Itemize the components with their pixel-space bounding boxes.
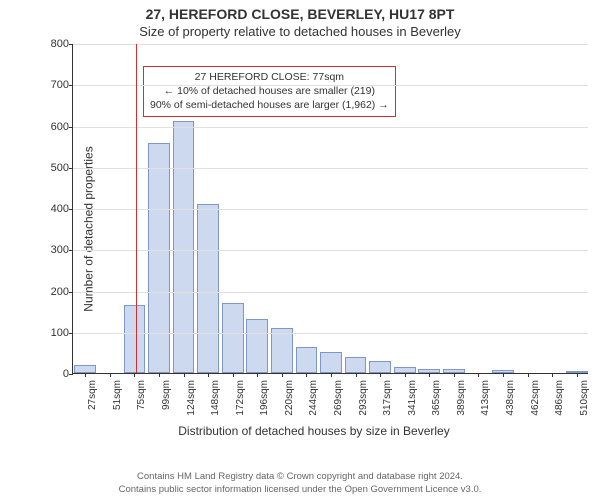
page-subtitle: Size of property relative to detached ho… — [0, 22, 600, 39]
y-tick-label: 700 — [43, 79, 69, 91]
x-tick-mark — [405, 373, 406, 377]
y-tick-label: 300 — [43, 244, 69, 256]
x-tick-mark — [577, 373, 578, 377]
x-tick-mark — [454, 373, 455, 377]
x-tick-label: 51sqm — [112, 380, 123, 424]
y-tick-mark — [69, 292, 73, 293]
x-tick-label: 341sqm — [407, 380, 418, 424]
histogram-bar — [173, 121, 195, 373]
x-tick-label: 413sqm — [480, 380, 491, 424]
x-tick-label: 148sqm — [210, 380, 221, 424]
histogram-bar — [74, 365, 96, 373]
y-tick-mark — [69, 209, 73, 210]
histogram-bar — [369, 361, 391, 373]
y-tick-label: 600 — [43, 121, 69, 133]
x-tick-mark — [110, 373, 111, 377]
x-tick-mark — [331, 373, 332, 377]
footer-line-1: Contains HM Land Registry data © Crown c… — [0, 471, 600, 483]
x-tick-label: 365sqm — [431, 380, 442, 424]
histogram-bar — [222, 303, 244, 373]
info-box: 27 HEREFORD CLOSE: 77sqm ← 10% of detach… — [143, 66, 396, 117]
y-tick-label: 400 — [43, 203, 69, 215]
plot-area: 27 HEREFORD CLOSE: 77sqm ← 10% of detach… — [72, 44, 588, 374]
x-tick-label: 124sqm — [186, 380, 197, 424]
histogram-bar — [197, 204, 219, 373]
histogram-bar — [148, 143, 170, 373]
y-tick-label: 800 — [43, 38, 69, 50]
x-tick-label: 99sqm — [161, 380, 172, 424]
y-tick-mark — [69, 250, 73, 251]
y-tick-mark — [69, 85, 73, 86]
x-tick-mark — [233, 373, 234, 377]
x-tick-label: 220sqm — [284, 380, 295, 424]
y-tick-label: 200 — [43, 286, 69, 298]
x-tick-label: 293sqm — [358, 380, 369, 424]
x-tick-label: 196sqm — [259, 380, 270, 424]
info-line-1: 27 HEREFORD CLOSE: 77sqm — [150, 70, 389, 84]
x-tick-label: 27sqm — [87, 380, 98, 424]
x-tick-mark — [257, 373, 258, 377]
x-tick-label: 75sqm — [136, 380, 147, 424]
x-tick-label: 172sqm — [235, 380, 246, 424]
y-tick-mark — [69, 127, 73, 128]
histogram-chart: Number of detached properties 27 HEREFOR… — [40, 44, 588, 414]
gridline — [73, 127, 588, 128]
gridline — [73, 168, 588, 169]
histogram-bar — [271, 328, 293, 373]
x-tick-mark — [85, 373, 86, 377]
x-tick-label: 389sqm — [456, 380, 467, 424]
x-tick-mark — [184, 373, 185, 377]
x-tick-mark — [159, 373, 160, 377]
gridline — [73, 85, 588, 86]
histogram-bar — [345, 357, 367, 374]
x-tick-label: 269sqm — [333, 380, 344, 424]
x-tick-mark — [282, 373, 283, 377]
histogram-bar — [124, 305, 146, 373]
histogram-bar — [246, 319, 268, 373]
x-tick-label: 486sqm — [554, 380, 565, 424]
page-title: 27, HEREFORD CLOSE, BEVERLEY, HU17 8PT — [0, 0, 600, 22]
y-tick-mark — [69, 374, 73, 375]
x-tick-mark — [552, 373, 553, 377]
y-tick-mark — [69, 44, 73, 45]
x-tick-label: 438sqm — [505, 380, 516, 424]
y-tick-mark — [69, 333, 73, 334]
x-tick-mark — [429, 373, 430, 377]
footer-line-2: Contains public sector information licen… — [0, 484, 600, 496]
y-tick-mark — [69, 168, 73, 169]
x-tick-label: 317sqm — [382, 380, 393, 424]
gridline — [73, 292, 588, 293]
x-tick-label: 510sqm — [579, 380, 590, 424]
histogram-bar — [320, 352, 342, 373]
gridline — [73, 250, 588, 251]
y-tick-label: 500 — [43, 162, 69, 174]
info-line-3: 90% of semi-detached houses are larger (… — [150, 98, 389, 112]
x-tick-mark — [528, 373, 529, 377]
gridline — [73, 333, 588, 334]
info-line-2: ← 10% of detached houses are smaller (21… — [150, 84, 389, 98]
x-tick-label: 462sqm — [530, 380, 541, 424]
gridline — [73, 44, 588, 45]
x-tick-mark — [503, 373, 504, 377]
x-tick-mark — [134, 373, 135, 377]
histogram-bar — [296, 347, 318, 373]
marker-line — [136, 44, 137, 373]
y-tick-label: 100 — [43, 327, 69, 339]
y-tick-label: 0 — [43, 368, 69, 380]
x-axis-label: Distribution of detached houses by size … — [40, 424, 588, 438]
x-tick-mark — [306, 373, 307, 377]
x-tick-mark — [356, 373, 357, 377]
x-tick-mark — [380, 373, 381, 377]
footer-attribution: Contains HM Land Registry data © Crown c… — [0, 471, 600, 496]
x-tick-mark — [478, 373, 479, 377]
x-tick-mark — [208, 373, 209, 377]
x-tick-label: 244sqm — [308, 380, 319, 424]
gridline — [73, 209, 588, 210]
